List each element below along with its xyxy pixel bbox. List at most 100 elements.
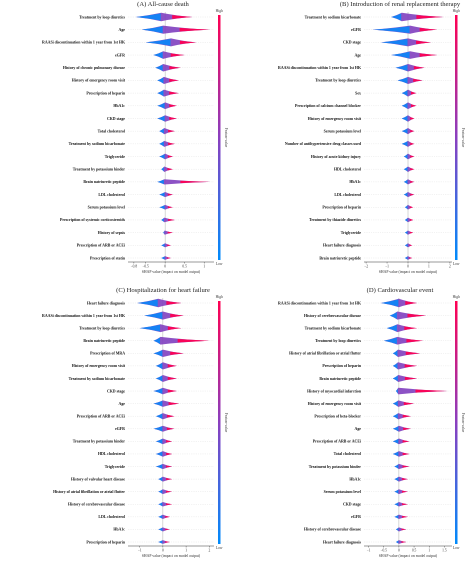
feature-label: History of myocardial infarction	[307, 389, 362, 393]
x-tick-label: −0.5	[142, 265, 149, 269]
x-tick-label: 0	[162, 549, 164, 553]
swarm-low-part	[392, 413, 398, 419]
swarm-high-part	[167, 167, 173, 171]
swarm-low-part	[153, 350, 163, 357]
feature-swarm	[392, 425, 412, 432]
feature-swarm	[391, 12, 444, 22]
feature-swarm	[141, 25, 211, 34]
feature-swarm	[389, 311, 427, 320]
feature-swarm	[153, 400, 180, 407]
swarm-high-part	[410, 142, 415, 146]
swarm-body	[153, 425, 175, 432]
feature-swarm	[139, 324, 182, 333]
swarm-high-part	[404, 364, 418, 368]
feature-label: Prescription of heparin	[86, 91, 125, 95]
swarm-high-part	[410, 129, 415, 133]
swarm-high-part	[172, 15, 193, 19]
swarm-low-part	[159, 154, 165, 159]
swarm-low-part	[157, 102, 165, 109]
swarm-high-part	[406, 339, 424, 343]
swarm-low-part	[158, 476, 163, 482]
colorbar-high-label: High	[453, 9, 460, 13]
swarm-low-part	[144, 312, 163, 320]
x-axis-label: SHAP value (impact on model output)	[379, 270, 438, 274]
swarm-high-part	[168, 218, 175, 221]
swarm-high-part	[402, 452, 410, 456]
feature-swarm	[392, 349, 421, 358]
feature-swarm	[404, 204, 414, 210]
feature-label: Brain natriuretic peptide	[319, 256, 361, 260]
swarm-low-part	[153, 400, 163, 407]
swarm-low-part	[157, 179, 164, 185]
swarm-high-part	[166, 427, 175, 431]
swarm-low-part	[391, 13, 402, 21]
feature-label: Age	[355, 427, 362, 431]
swarm-low-part	[395, 388, 398, 394]
feature-swarm	[153, 336, 210, 345]
swarm-high-part	[168, 129, 175, 133]
swarm-high-part	[166, 414, 175, 418]
swarm-high-part	[179, 27, 211, 32]
colorbar-low-label: Low	[216, 262, 223, 266]
swarm-low-part	[392, 362, 398, 369]
swarm-body	[397, 76, 423, 85]
feature-swarm	[401, 128, 415, 135]
feature-swarm	[404, 256, 413, 260]
swarm-high-part	[405, 351, 421, 355]
swarm-high-part	[419, 53, 438, 57]
swarm-low-part	[159, 192, 165, 197]
feature-swarm	[401, 115, 415, 122]
swarm-low-part	[404, 218, 408, 222]
swarm-high-part	[179, 40, 197, 45]
swarm-body	[401, 89, 417, 97]
feature-swarm	[155, 463, 173, 470]
feature-swarm	[158, 514, 170, 520]
swarm-body	[401, 115, 415, 122]
swarm-low-part	[392, 438, 399, 444]
swarm-high-part	[409, 218, 414, 221]
feature-swarm	[394, 514, 408, 520]
swarm-low-part	[141, 26, 163, 34]
feature-swarm	[161, 217, 175, 223]
feature-label: Heart failure diagnosis	[323, 244, 361, 248]
swarm-high-part	[170, 313, 184, 318]
swarm-low-part	[392, 400, 398, 407]
swarm-body	[401, 128, 415, 135]
feature-swarm	[161, 243, 171, 248]
swarm-high-part	[402, 515, 408, 518]
swarm-high-part	[404, 326, 418, 330]
feature-swarm	[158, 489, 173, 495]
colorbar-low-label: Low	[453, 546, 460, 550]
swarm-low-part	[404, 243, 408, 248]
feature-label: Prescription of calcium channel blocker	[295, 104, 361, 108]
swarm-body	[155, 438, 173, 445]
swarm-high-part	[167, 206, 173, 209]
feature-swarm	[392, 362, 418, 370]
swarm-high-part	[167, 244, 171, 247]
swarm-high-part	[402, 414, 412, 418]
swarm-low-part	[159, 205, 165, 210]
feature-swarm	[403, 153, 415, 160]
feature-swarm	[135, 12, 193, 22]
feature-swarm	[392, 451, 410, 457]
feature-swarm	[403, 192, 415, 198]
x-tick-label: −0.5	[380, 549, 387, 553]
swarm-low-part	[395, 64, 408, 71]
swarm-high-part	[167, 326, 182, 330]
feature-label: Number of antihypertensive drug classes …	[285, 142, 362, 146]
swarm-high-part	[409, 231, 414, 234]
feature-label: Treatment by thiazide diuretics	[309, 218, 361, 222]
feature-label: Prescription of heparin	[86, 540, 125, 544]
swarm-high-part	[167, 364, 177, 368]
colorbar	[218, 15, 221, 260]
colorbar-high-label: High	[216, 9, 223, 13]
feature-label: eGFR	[115, 427, 125, 431]
swarm-body	[161, 166, 173, 172]
feature-label: Sex	[355, 91, 361, 95]
feature-label: Prescription of beta-blocker	[314, 415, 361, 419]
feature-label: CKD stage	[343, 503, 361, 507]
swarm-body	[155, 463, 173, 470]
feature-label: Prescription of ARB or ACEi	[77, 244, 126, 248]
swarm-low-part	[395, 527, 399, 532]
